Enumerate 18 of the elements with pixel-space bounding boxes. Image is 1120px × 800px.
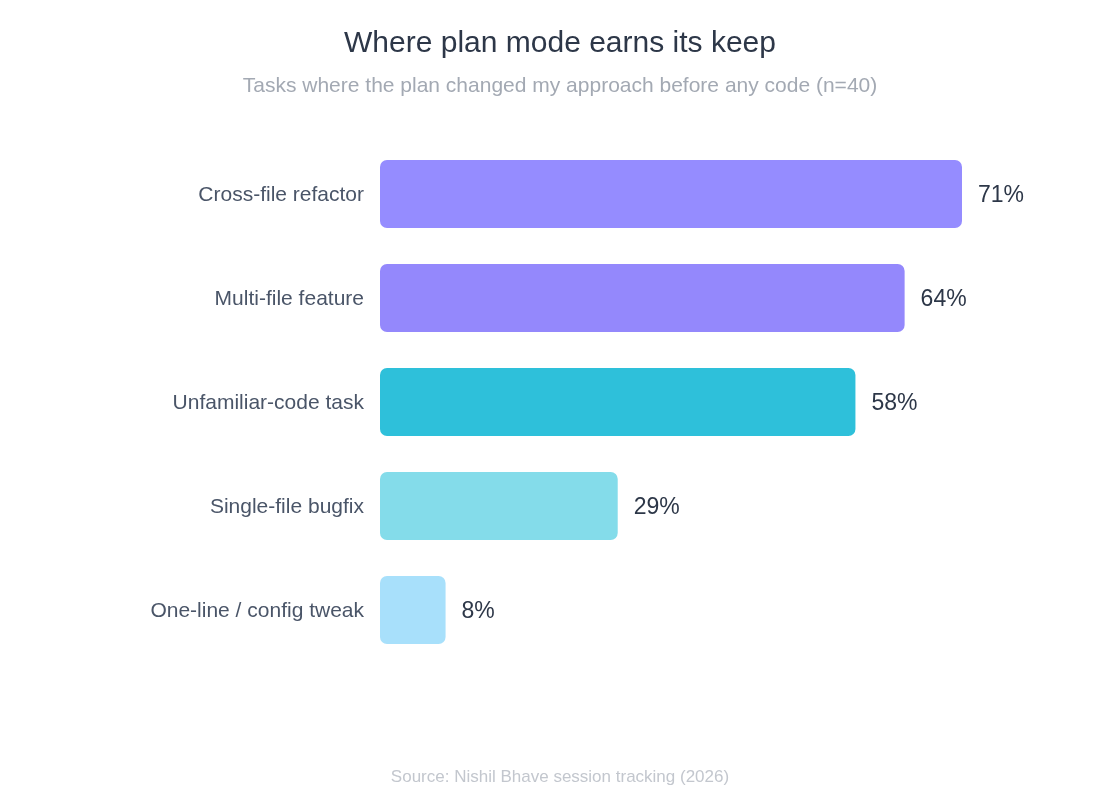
- data-label: 58%: [871, 389, 918, 416]
- bar: [380, 367, 856, 437]
- y-tick-label: Unfamiliar-code task: [172, 390, 365, 414]
- chart-title: Where plan mode earns its keep: [344, 25, 776, 58]
- bar: [380, 159, 962, 229]
- data-label: 64%: [920, 285, 967, 312]
- y-tick-label: Multi-file feature: [214, 286, 364, 310]
- y-tick-label: Cross-file refactor: [198, 182, 365, 206]
- bar: [380, 471, 618, 541]
- bar: [380, 263, 905, 333]
- y-tick-label: Single-file bugfix: [209, 494, 365, 518]
- data-label: 71%: [978, 181, 1025, 208]
- bar: [380, 575, 446, 645]
- data-label: 29%: [633, 493, 680, 520]
- y-tick-label: One-line / config tweak: [150, 598, 365, 622]
- chart-subtitle: Tasks where the plan changed my approach before any code (n=40): [242, 73, 878, 96]
- source-note: Source: Nishil Bhave session tracking (2026): [390, 767, 730, 786]
- data-label: 8%: [461, 597, 495, 624]
